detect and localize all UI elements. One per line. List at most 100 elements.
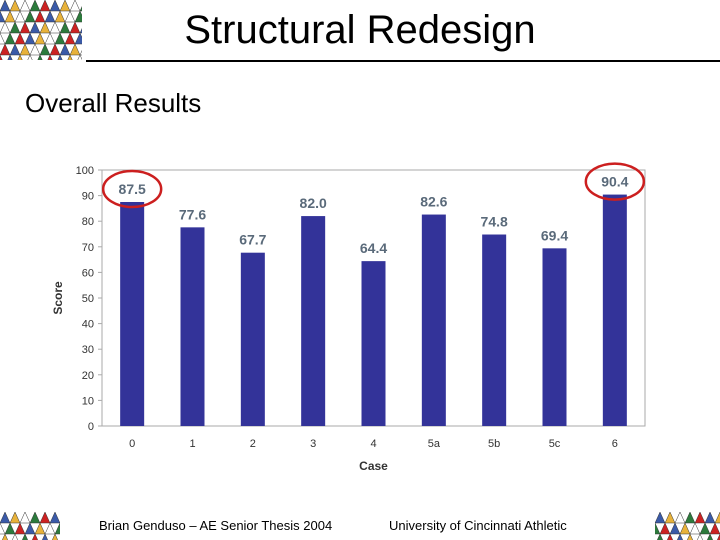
x-axis-title: Case [359, 459, 388, 473]
data-label: 87.5 [119, 181, 146, 197]
pattern-triangle [9, 0, 21, 12]
corner-pattern-bottom-right [655, 512, 720, 540]
slide-subtitle: Overall Results [25, 88, 202, 118]
corner-pattern-bottom-left [0, 512, 60, 540]
corner-pattern-top-left [0, 0, 82, 60]
pattern-triangle [679, 522, 691, 535]
pattern-triangle [7, 54, 13, 60]
bar-case-5c [542, 248, 567, 426]
bar-case-1 [180, 227, 205, 426]
pattern-triangle [21, 533, 29, 540]
title-divider [86, 60, 720, 62]
pattern-triangle [49, 21, 61, 34]
pattern-triangle [64, 10, 76, 23]
y-tick-label: 0 [88, 421, 94, 433]
pattern-triangle [49, 512, 60, 524]
x-tick-label: 1 [189, 438, 195, 450]
pattern-triangle [14, 10, 26, 23]
y-tick-label: 30 [82, 344, 94, 356]
x-tick-label: 5a [428, 438, 441, 450]
pattern-triangle [79, 5, 82, 12]
highlight-circle [101, 169, 163, 209]
bar-case-0 [120, 202, 145, 426]
pattern-triangle [24, 10, 36, 23]
pattern-triangle [684, 512, 696, 524]
bar-case-4 [361, 261, 386, 426]
pattern-triangle [11, 533, 19, 540]
y-tick-label: 100 [76, 165, 94, 177]
pattern-triangle [79, 27, 82, 34]
pattern-triangle [714, 512, 720, 524]
pattern-triangle [51, 533, 59, 540]
footer-author: Brian Genduso – AE Senior Thesis 2004 [99, 518, 333, 533]
data-label: 90.4 [601, 174, 628, 190]
pattern-triangle [9, 43, 21, 56]
pattern-triangle [44, 32, 56, 45]
pattern-triangle [1, 533, 9, 540]
y-tick-label: 50 [82, 293, 94, 305]
bar-case-3 [301, 216, 326, 426]
pattern-triangle [9, 512, 21, 524]
pattern-triangle [74, 10, 82, 23]
pattern-triangle [59, 43, 71, 56]
pattern-triangle [666, 533, 674, 540]
pattern-triangle [0, 21, 11, 34]
data-label: 67.7 [239, 232, 266, 248]
pattern-triangle [4, 522, 16, 535]
highlight-circle [584, 162, 646, 201]
pattern-triangle [41, 533, 49, 540]
pattern-triangle [49, 0, 61, 12]
pattern-triangle [669, 522, 681, 535]
pattern-triangle [34, 10, 46, 23]
pattern-triangle [64, 32, 76, 45]
pattern-triangle [39, 0, 51, 12]
x-tick-label: 2 [250, 438, 256, 450]
footer-project: University of Cincinnati Athletic [389, 518, 567, 533]
pattern-triangle [664, 512, 676, 524]
pattern-triangle [27, 54, 33, 60]
pattern-triangle [54, 32, 66, 45]
pattern-triangle [19, 0, 31, 12]
pattern-triangle [59, 0, 71, 12]
pattern-triangle [14, 32, 26, 45]
pattern-triangle [39, 512, 51, 524]
bar-case-5b [482, 234, 507, 426]
y-axis-title: Score [51, 281, 65, 315]
y-tick-label: 10 [82, 395, 94, 407]
pattern-triangle [704, 512, 716, 524]
pattern-triangle [29, 43, 41, 56]
pattern-triangle [39, 21, 51, 34]
data-label: 82.0 [300, 195, 327, 211]
pattern-triangle [44, 522, 56, 535]
pattern-triangle [689, 522, 701, 535]
pattern-triangle [47, 54, 53, 60]
y-tick-label: 40 [82, 319, 94, 331]
pattern-triangle [57, 54, 63, 60]
bar-case-5a [421, 214, 446, 426]
pattern-triangle [0, 0, 11, 12]
pattern-triangle [79, 49, 82, 56]
pattern-triangle [706, 533, 714, 540]
data-label: 82.6 [420, 194, 447, 210]
pattern-triangle [0, 10, 6, 23]
pattern-triangle [19, 43, 31, 56]
pattern-triangle [0, 43, 11, 56]
pattern-triangle [0, 54, 3, 60]
pattern-triangle [24, 522, 36, 535]
pattern-triangle [54, 10, 66, 23]
x-tick-label: 5b [488, 438, 500, 450]
x-tick-label: 5c [549, 438, 561, 450]
pattern-triangle [39, 43, 51, 56]
y-tick-label: 90 [82, 191, 94, 203]
x-tick-label: 3 [310, 438, 316, 450]
pattern-triangle [31, 533, 39, 540]
pattern-triangle [14, 522, 26, 535]
pattern-triangle [0, 512, 11, 524]
pattern-triangle [44, 10, 56, 23]
pattern-triangle [686, 533, 694, 540]
pattern-triangle [655, 512, 666, 524]
pattern-triangle [77, 54, 82, 60]
pattern-triangle [54, 522, 60, 535]
data-label: 74.8 [481, 214, 508, 230]
pattern-triangle [0, 522, 6, 535]
